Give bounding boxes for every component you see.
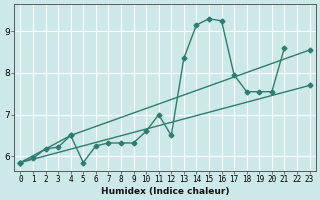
- X-axis label: Humidex (Indice chaleur): Humidex (Indice chaleur): [101, 187, 229, 196]
